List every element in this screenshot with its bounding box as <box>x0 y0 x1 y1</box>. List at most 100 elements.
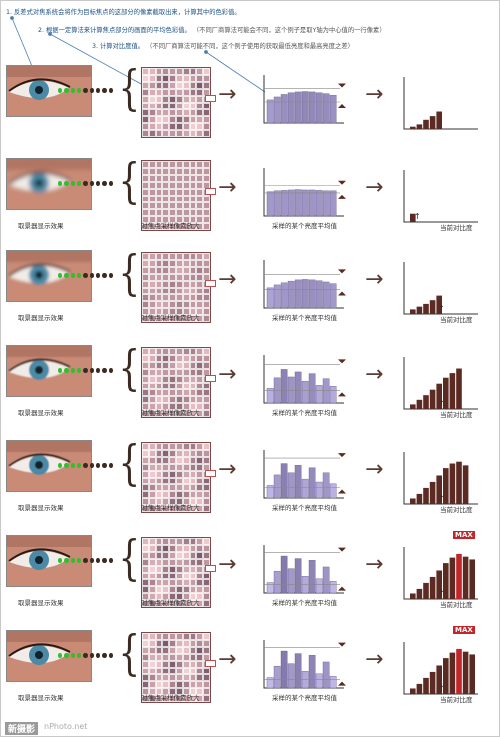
contrast-bar <box>443 377 449 409</box>
pixel-cell <box>162 551 170 559</box>
pixel-cell <box>162 354 170 362</box>
pixel-cell <box>169 660 176 668</box>
max-marker-icon <box>338 453 346 458</box>
pixel-cell <box>169 167 176 175</box>
contrast-chart <box>403 357 478 410</box>
pixel-cell <box>203 443 210 450</box>
sample-dot <box>83 557 88 563</box>
pixel-cell <box>162 572 170 580</box>
pixel-cell <box>162 633 170 640</box>
contrast-bar <box>443 563 449 599</box>
pixel-cell <box>169 586 176 594</box>
sample-dot <box>89 272 94 278</box>
pixel-cell <box>155 572 163 580</box>
pixel-cell <box>182 558 190 566</box>
pixel-cell <box>189 74 197 82</box>
sample-dot <box>108 652 113 658</box>
sample-dot <box>102 180 107 186</box>
arrow-right-icon: → <box>218 647 237 672</box>
pixel-cell <box>148 130 156 137</box>
pixel-cell <box>162 470 170 478</box>
pixel-cell <box>169 633 176 640</box>
pixel-cell <box>203 674 210 682</box>
histogram-bar <box>266 677 274 689</box>
pixel-cell <box>169 348 176 355</box>
pixel-cell <box>176 565 183 573</box>
contrast-bar <box>416 683 423 694</box>
pixel-cell <box>189 354 197 362</box>
pixel-cell <box>155 382 163 390</box>
pixel-cell <box>182 301 190 309</box>
pixel-cell <box>142 477 149 485</box>
max-marker-icon <box>338 269 346 274</box>
pixel-cell <box>155 253 163 260</box>
pixel-cell <box>142 646 149 654</box>
eye-image <box>7 631 91 681</box>
pixel-cell <box>203 449 210 457</box>
pixel-cell <box>155 259 163 267</box>
pixel-cell <box>203 410 210 417</box>
pixel-cell <box>142 81 149 89</box>
pixel-cell <box>176 266 183 274</box>
pixel-cell <box>176 368 183 376</box>
pixel-cell <box>162 484 170 492</box>
histogram-panel <box>256 638 348 696</box>
pixel-cell <box>203 484 210 492</box>
pixel-cell <box>162 174 170 182</box>
pixel-cell <box>176 167 183 175</box>
pixel-cell <box>182 544 190 552</box>
pixel-cell <box>196 188 204 196</box>
pixel-cell <box>203 74 210 82</box>
pixel-cell <box>189 188 197 196</box>
sample-dot <box>83 180 88 186</box>
brace-icon: { <box>118 153 140 209</box>
pixel-cell <box>182 202 190 210</box>
pixel-cell <box>203 259 210 267</box>
pixel-cell <box>182 123 190 131</box>
sample-dots <box>58 652 113 658</box>
pixel-cell <box>189 674 197 682</box>
pixel-cell <box>176 308 183 316</box>
arrow-right-icon: → <box>365 267 384 292</box>
pixel-cell <box>148 167 156 175</box>
pixel-cell <box>142 470 149 478</box>
pixel-cell <box>176 443 183 450</box>
contrast-bar <box>410 593 416 599</box>
pixel-cell <box>189 287 197 295</box>
pixel-cell <box>203 403 210 411</box>
pixel-cell <box>148 470 156 478</box>
pixel-cell <box>203 688 210 696</box>
pixel-cell <box>182 161 190 168</box>
pixel-cell <box>142 463 149 471</box>
contrast-panel <box>400 166 480 226</box>
sample-dot <box>83 272 88 278</box>
histogram-bar <box>273 96 281 124</box>
pixel-cell <box>155 396 163 404</box>
pixel-cell <box>176 294 183 302</box>
arrow-right-icon: → <box>218 82 237 107</box>
pixel-cell <box>155 544 163 552</box>
pixel-cell <box>196 375 204 383</box>
histogram-bar <box>273 665 281 689</box>
contrast-bar <box>456 461 462 504</box>
sample-dot <box>70 557 75 563</box>
min-marker-icon <box>338 104 346 108</box>
pixel-cell <box>182 667 190 675</box>
caption-histogram: 采样的某个亮度平均值 <box>272 314 337 322</box>
pixel-cell <box>203 266 210 274</box>
pixel-cell <box>169 491 176 499</box>
histogram-bar <box>322 190 330 217</box>
pixel-cell <box>176 354 183 362</box>
sample-dot <box>89 87 94 93</box>
contrast-bar <box>429 116 436 129</box>
pixel-cell <box>182 688 190 696</box>
pixel-cell <box>176 410 183 417</box>
pixel-cell <box>189 538 197 545</box>
pixel-cell <box>148 109 156 117</box>
pixel-cell <box>148 209 156 217</box>
pixel-cell <box>182 102 190 110</box>
sample-dot <box>76 272 82 278</box>
pixel-cell <box>169 538 176 545</box>
pixel-cell <box>189 348 197 355</box>
histogram-bar <box>273 570 281 594</box>
